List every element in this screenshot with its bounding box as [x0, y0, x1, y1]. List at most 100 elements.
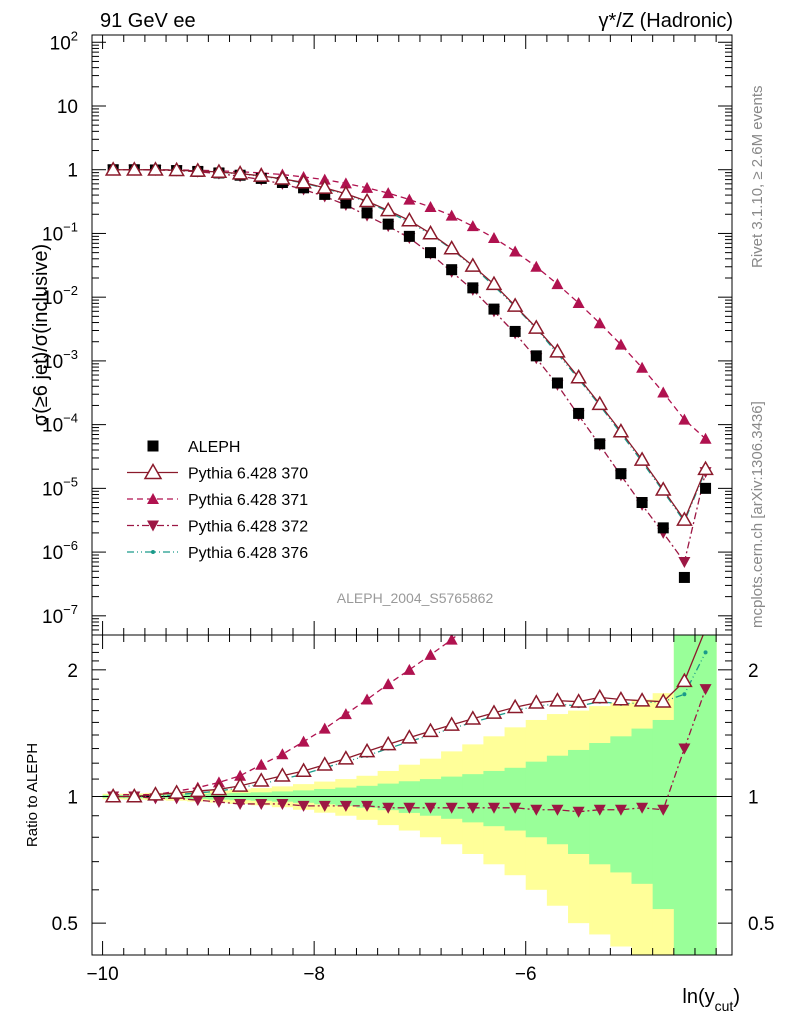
ratio-band-green	[398, 781, 421, 813]
legend-label: ALEPH	[188, 439, 240, 456]
rivet-version-label: Rivet 3.1.10, ≥ 2.6M events	[749, 86, 766, 269]
x-axis-label-subscript: cut	[715, 998, 734, 1014]
data-point-triangle-down	[339, 800, 352, 812]
data-point-triangle-up	[339, 708, 352, 720]
ratio-band-green	[419, 779, 442, 816]
ratio-uncertainty-bands	[102, 635, 717, 955]
data-point-triangle-up	[424, 648, 437, 660]
data-point-open-triangle	[126, 161, 143, 176]
data-point-open-triangle	[401, 211, 418, 227]
ratio-y-tick-label: 2	[67, 661, 78, 682]
ratio-band-green	[568, 749, 590, 854]
ratio-y-axis-label: Ratio to ALEPH	[24, 743, 41, 847]
data-point-triangle-down	[382, 802, 395, 814]
data-point-open-triangle	[633, 451, 651, 466]
data-point-open-triangle	[697, 635, 714, 636]
data-point-triangle-up	[593, 317, 606, 329]
data-point-triangle-down	[678, 743, 691, 755]
data-point-open-triangle	[126, 787, 143, 803]
data-point-open-triangle	[612, 691, 630, 706]
header-right-label: γ*/Z (Hadronic)	[599, 10, 733, 32]
legend-label: Pythia 6.428 370	[188, 466, 308, 483]
data-point-open-triangle	[633, 692, 651, 707]
main-y-axis-label: σ(≥6 jet)/σ(inclusive)	[30, 244, 52, 426]
ratio-y-tick-label: 1	[67, 787, 78, 808]
x-axis-label: ln(ycut)	[682, 986, 740, 1014]
ratio-y-tick-label-right: 0.5	[748, 914, 774, 935]
main-y-tick-label: 10−2	[42, 283, 78, 309]
main-series-pythia-6-428-370	[104, 161, 714, 526]
data-point-open-triangle	[528, 319, 545, 334]
data-point-triangle-up	[445, 635, 458, 645]
data-point-square	[594, 438, 606, 450]
mcplots-label: mcplots.cern.ch [arXiv:1306.3436]	[749, 401, 766, 628]
main-series-pythia-6-428-371	[107, 163, 712, 444]
data-point-triangle-down	[551, 804, 564, 816]
data-point-triangle-down	[361, 800, 374, 812]
data-point-square	[147, 440, 159, 452]
data-point-triangle-up	[551, 278, 564, 290]
data-point-open-triangle	[570, 368, 587, 384]
data-point-triangle-down	[255, 798, 268, 810]
legend-entry: Pythia 6.428 370	[127, 462, 308, 483]
data-point-triangle-up	[361, 693, 374, 705]
data-point-open-triangle	[316, 179, 334, 194]
data-point-open-triangle	[485, 275, 503, 291]
data-point-open-triangle	[143, 462, 163, 480]
data-point-triangle-down	[318, 800, 331, 812]
main-y-tick-label: 10	[57, 97, 78, 118]
data-point-triangle-down	[509, 802, 522, 814]
data-point-open-triangle	[612, 422, 630, 438]
data-point-triangle-up	[445, 209, 458, 221]
data-point-open-triangle	[210, 163, 228, 179]
data-point-open-triangle	[379, 201, 397, 217]
data-point-open-triangle	[654, 481, 672, 496]
data-point-open-triangle	[147, 161, 164, 176]
data-point-triangle-down	[487, 802, 500, 814]
data-point-triangle-up	[657, 386, 670, 398]
main-panel: 10−7 10−6 10−5 10−4 10−3 10−2 10−1 1 10 102 σ(≥6 …	[30, 28, 733, 636]
data-point-triangle-up	[614, 338, 627, 350]
data-point-triangle-up	[318, 722, 331, 734]
data-point-square	[678, 571, 690, 583]
data-point-triangle-down	[297, 800, 310, 812]
data-point-square	[530, 350, 542, 362]
ratio-band-green	[462, 774, 484, 823]
data-point-open-triangle	[337, 185, 355, 200]
data-point-open-triangle	[358, 192, 376, 208]
legend-entry: Pythia 6.428 371	[127, 492, 308, 509]
data-point-square	[615, 468, 627, 480]
data-point-open-triangle	[506, 297, 524, 312]
data-point-square	[636, 496, 648, 508]
data-point-open-triangle	[316, 756, 334, 771]
data-point-triangle-up	[466, 220, 479, 232]
x-axis-label-close: )	[733, 986, 740, 1008]
main-y-tick-labels: 10−7 10−6 10−5 10−4 10−3 10−2 10−1 1 10 102	[42, 28, 78, 628]
data-point-triangle-up	[424, 201, 437, 213]
data-point-triangle-down	[191, 795, 204, 807]
data-point-triangle-down	[614, 804, 627, 816]
main-y-tick-label: 10−3	[42, 347, 78, 373]
main-series-line	[113, 169, 706, 440]
data-point-triangle-down	[424, 802, 437, 814]
data-point-open-triangle	[337, 750, 355, 765]
data-point-open-triangle	[570, 693, 587, 708]
data-point-square	[382, 218, 394, 230]
data-point-triangle-up	[678, 413, 691, 425]
data-point-square	[403, 230, 415, 242]
data-point-open-triangle	[189, 162, 207, 177]
ratio-band-green	[483, 770, 506, 827]
data-point-open-triangle	[591, 395, 609, 411]
data-point-square	[488, 303, 500, 315]
data-point-dot	[151, 550, 155, 554]
main-y-tick-label: 10−5	[42, 474, 78, 500]
data-point-open-triangle	[231, 165, 249, 180]
data-point-square	[509, 325, 521, 337]
data-point-triangle-up	[530, 260, 543, 272]
data-point-triangle-up	[403, 663, 416, 675]
main-series-group	[104, 161, 714, 583]
data-point-triangle-up	[339, 177, 352, 189]
x-axis-label-text: ln(y	[682, 986, 714, 1008]
data-point-open-triangle	[485, 704, 503, 719]
